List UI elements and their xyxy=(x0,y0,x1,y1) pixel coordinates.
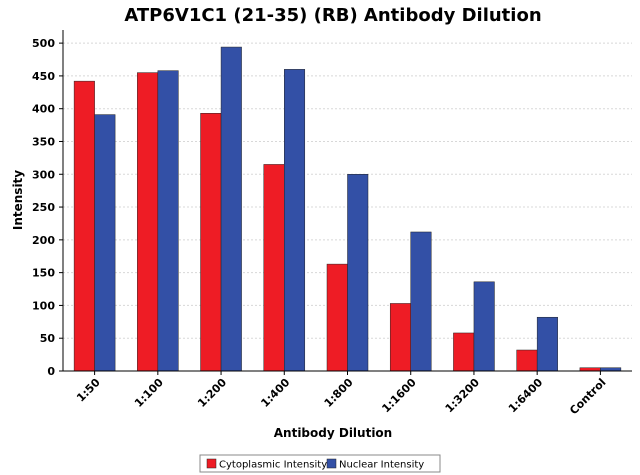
bar-cytoplasmic-2 xyxy=(200,113,222,372)
legend-label-1: Nuclear Intensity xyxy=(339,460,424,471)
x-tick-label-7: 1:6400 xyxy=(506,376,546,416)
x-tick-label-1: 1:100 xyxy=(132,376,166,410)
bar-nuclear-4 xyxy=(347,174,369,372)
y-tick-label-500: 500 xyxy=(32,37,55,50)
bar-nuclear-1 xyxy=(157,70,179,372)
y-tick-label-100: 100 xyxy=(32,299,55,312)
y-tick-label-50: 50 xyxy=(40,332,56,345)
y-axis-label: Intensity xyxy=(11,170,25,230)
y-axis-ticks: 0 50 100 150 200 250 300 350 400 450 500 xyxy=(32,37,63,378)
y-tick-label-150: 150 xyxy=(32,267,55,280)
legend-label-0: Cytoplasmic Intensity xyxy=(219,460,327,471)
bar-cytoplasmic-7 xyxy=(516,349,538,372)
bar-cytoplasmic-0 xyxy=(73,80,95,372)
bars xyxy=(73,46,622,372)
y-tick-label-400: 400 xyxy=(32,103,55,116)
x-axis-label: Antibody Dilution xyxy=(274,426,392,440)
x-tick-label-6: 1:3200 xyxy=(443,376,483,416)
y-tick-label-200: 200 xyxy=(32,234,55,247)
legend: Cytoplasmic Intensity Nuclear Intensity xyxy=(199,454,441,473)
y-tick-label-300: 300 xyxy=(32,168,55,181)
y-tick-label-350: 350 xyxy=(32,135,55,148)
bar-nuclear-7 xyxy=(536,316,558,372)
x-tick-label-3: 1:400 xyxy=(258,376,292,410)
x-tick-label-8: Control xyxy=(567,376,608,417)
bar-nuclear-6 xyxy=(473,281,495,372)
bar-nuclear-3 xyxy=(284,69,306,372)
bar-nuclear-0 xyxy=(94,114,116,372)
bar-nuclear-2 xyxy=(220,46,242,372)
legend-swatch-1 xyxy=(326,458,337,469)
bar-cytoplasmic-1 xyxy=(137,72,159,372)
x-axis-ticks: 1:50 1:100 1:200 1:400 1:800 1:1600 1:3200 1:64… xyxy=(74,371,609,417)
legend-box xyxy=(199,454,441,473)
bar-cytoplasmic-5 xyxy=(389,303,411,372)
x-tick-label-0: 1:50 xyxy=(74,376,103,405)
bar-cytoplasmic-4 xyxy=(326,263,348,372)
bar-cytoplasmic-3 xyxy=(263,164,285,372)
chart-title: ATP6V1C1 (21-35) (RB) Antibody Dilution xyxy=(124,5,541,26)
x-tick-label-4: 1:800 xyxy=(322,376,356,410)
x-tick-label-2: 1:200 xyxy=(195,376,229,410)
bar-cytoplasmic-6 xyxy=(453,332,475,372)
legend-swatch-0 xyxy=(206,458,217,469)
bar-nuclear-5 xyxy=(410,231,432,372)
y-tick-label-0: 0 xyxy=(47,365,55,378)
y-tick-label-450: 450 xyxy=(32,70,55,83)
y-tick-label-250: 250 xyxy=(32,201,55,214)
x-tick-label-5: 1:1600 xyxy=(379,376,419,416)
